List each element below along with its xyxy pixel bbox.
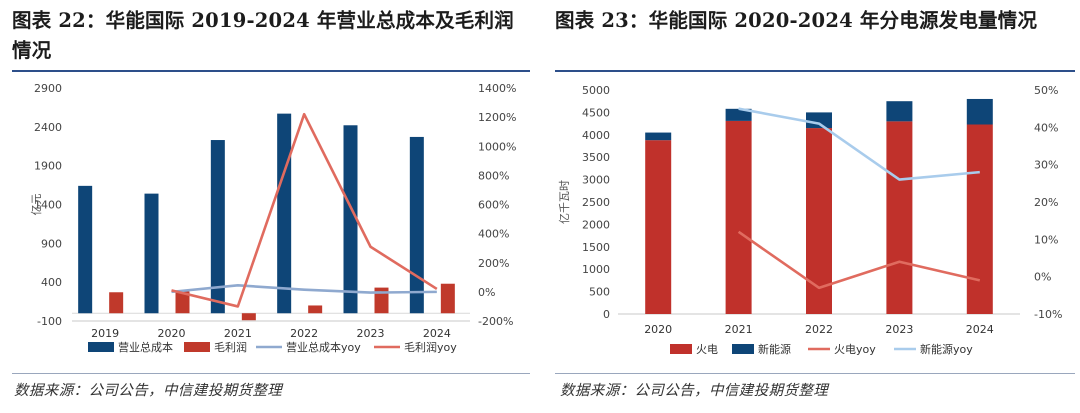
right-chart-panel: 图表 23：华能国际 2020-2024 年分电源发电量情况 0 500 1000 1… [540,0,1080,413]
y-tick-label: 900 [41,237,62,250]
y2-tick-label: 1000% [478,140,516,153]
y2-tick-label: 400% [478,228,509,241]
legend-label: 营业总成本 [118,340,173,354]
x-tick-label: 2022 [805,323,833,336]
y-tick-label: 3000 [582,174,610,187]
legend-label: 新能源 [758,342,791,356]
legend-label: 火电 [696,343,718,356]
x-tick-label: 2020 [644,323,672,336]
y2-tick-label: -10% [1034,308,1062,321]
y-tick-label: 5000 [582,84,610,97]
legend-label: 新能源yoy [920,342,973,356]
y2-tick-label: 0% [1034,271,1051,284]
cost-yoy-line [171,284,437,294]
x-tick-label: 2023 [885,323,913,336]
profit-bar [440,283,455,314]
cost-profit-chart: -100 400 900 1400 1900 2400 2900 -200% 0% 200% 400… [30,82,516,354]
y2-tick-label: -200% [478,315,513,328]
y2-tick-label: 0% [478,286,495,299]
thermal-bar [725,120,752,314]
generation-chart: 0 500 1000 1500 2000 2500 3000 3500 4000 4500 5000… [558,84,1062,356]
x-tick-label: 2023 [357,327,385,340]
legend-swatch [732,344,754,354]
cost-bar [343,125,358,314]
profit-bar [241,313,256,321]
left-source-note: 数据来源：公司公告，中信建投期货整理 [14,383,283,399]
y-axis-label: 亿千瓦时 [558,180,571,224]
y2-tick-label: 200% [478,257,509,270]
x-tick-label: 2020 [158,327,186,340]
legend-label: 火电yoy [834,343,876,356]
y2-tick-label: 600% [478,199,509,212]
profit-bar [175,291,190,314]
right-title-rule [555,70,1075,72]
right-bottom-rule [555,373,1075,374]
cost-bar [144,193,159,314]
profit-bar [308,305,323,314]
y2-tick-label: 10% [1034,233,1058,246]
y-tick-label: 1400 [34,199,62,212]
profit-bar [374,287,389,314]
cost-bar [78,185,93,314]
y2-tick-label: 1400% [478,82,516,95]
thermal-bar [645,140,672,314]
x-tick-label: 2024 [966,323,994,336]
y-tick-label: 500 [589,286,610,299]
right-chart-title: 图表 23：华能国际 2020-2024 年分电源发电量情况 [555,9,1038,32]
x-tick-label: 2022 [290,327,318,340]
renewable-yoy-line [738,107,980,181]
legend-label: 毛利润 [214,340,247,354]
y-tick-label: -100 [37,315,62,328]
y2-tick-label: 50% [1034,84,1058,97]
left-title-rule [12,70,530,72]
renewable-bar [725,108,752,121]
y-tick-label: 3500 [582,151,610,164]
legend-swatch [88,342,114,352]
renewable-bar [966,98,993,125]
y-tick-label: 2400 [34,121,62,134]
cost-bar [277,113,292,314]
y-tick-label: 1900 [34,160,62,173]
y-tick-label: 1000 [582,263,610,276]
y-tick-label: 4500 [582,106,610,119]
renewable-bar [806,112,832,129]
y-tick-label: 0 [603,308,610,321]
profit-bar [109,292,124,314]
legend-swatch [184,342,210,352]
thermal-bar [966,124,993,314]
x-tick-label: 2021 [224,327,252,340]
x-tick-label: 2021 [725,323,753,336]
cost-bar [210,140,225,314]
renewable-bar [645,132,672,141]
profit-yoy-line [171,112,438,308]
legend-swatch [670,344,692,354]
left-chart-panel: 图表 22：华能国际 2019-2024 年营业总成本及毛利润情况 -100 40… [12,9,530,399]
left-chart-title: 图表 22：华能国际 2019-2024 年营业总成本及毛利润情况 [12,9,514,62]
y2-tick-label: 30% [1034,159,1058,172]
y-tick-label: 2000 [582,218,610,231]
y2-tick-label: 40% [1034,121,1058,134]
y2-tick-label: 1200% [478,111,516,124]
legend-label: 营业总成本yoy [286,340,361,354]
y-tick-label: 2900 [34,82,62,95]
left-bottom-rule [12,373,530,374]
legend-label: 毛利润yoy [404,340,457,354]
cost-bar [409,136,424,314]
renewable-bar [886,101,913,122]
x-tick-label: 2019 [91,327,119,340]
y2-tick-label: 20% [1034,196,1058,209]
y-tick-label: 2500 [582,196,610,209]
y2-tick-label: 800% [478,169,509,182]
y-axis-label: 亿元 [30,194,43,216]
thermal-yoy-line [737,230,981,290]
y-tick-label: 1500 [582,241,610,254]
y-tick-label: 400 [41,276,62,289]
right-source-note: 数据来源：公司公告，中信建投期货整理 [560,383,829,399]
x-tick-label: 2024 [423,327,451,340]
thermal-bar [886,121,913,314]
y-tick-label: 4000 [582,129,610,142]
